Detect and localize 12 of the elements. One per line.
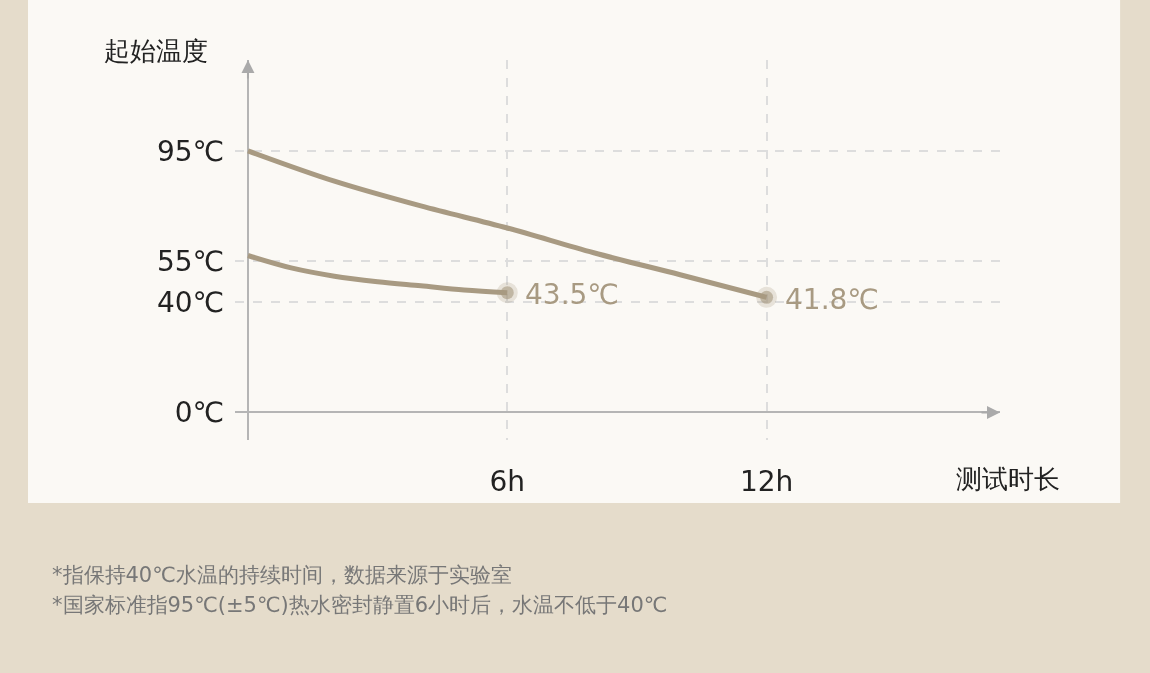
y-axis-title: 起始温度 [104, 36, 208, 66]
data-label: 41.8℃ [785, 283, 879, 316]
text: *国家标准指95℃(±5℃)热水密封静置6小时后，水温不低于40℃ [52, 593, 668, 617]
y-tick-label: 55℃ [156, 244, 224, 278]
y-tick-label: 0℃ [174, 396, 224, 430]
data-label: 43.5℃ [525, 278, 619, 311]
text: *指保持40℃水温的持续时间，数据来源于实验室 [52, 563, 512, 587]
x-axis-title: 测试时长 [956, 464, 1060, 494]
y-tick-label: 95℃ [156, 134, 224, 168]
y-tick-label: 40℃ [156, 286, 224, 320]
x-tick-label: 6h [489, 465, 526, 498]
x-tick-label: 12h [739, 465, 794, 498]
